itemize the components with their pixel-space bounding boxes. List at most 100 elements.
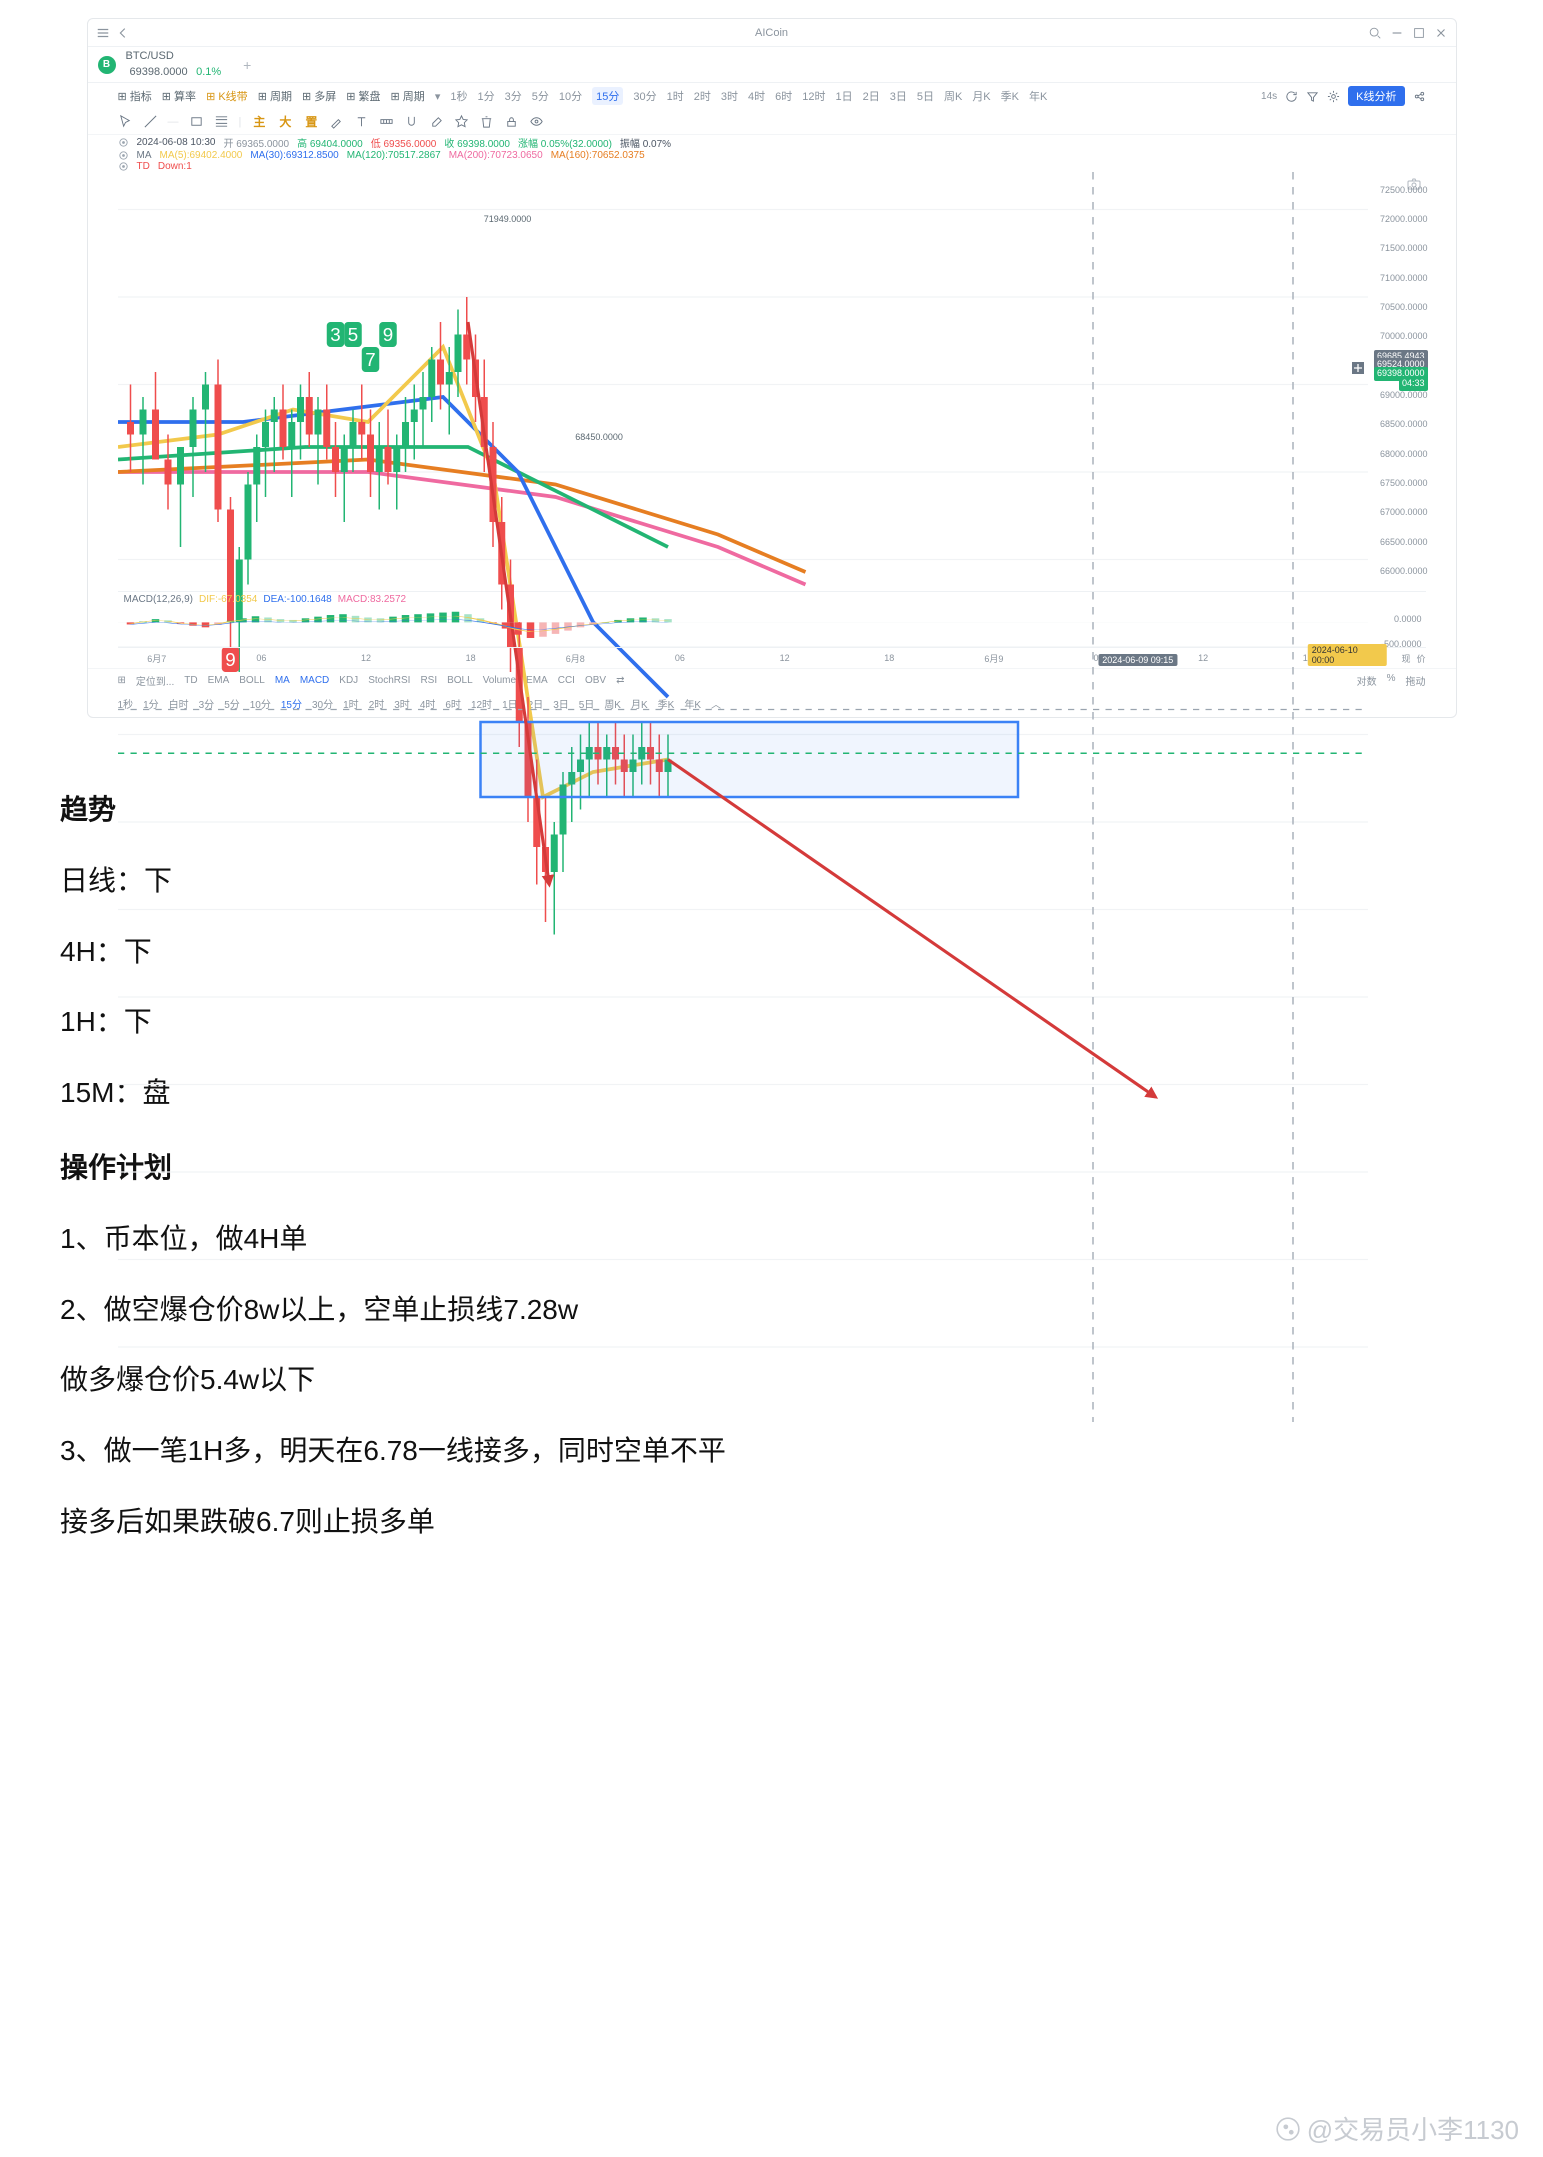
top-tab[interactable]: ⊞ 算率 <box>162 88 196 104</box>
timeframe-5分[interactable]: 5分 <box>532 88 549 104</box>
brush-icon[interactable] <box>329 114 344 129</box>
titlebar: AICoin <box>88 19 1456 47</box>
symbol-price: 69398.0000 <box>130 66 188 78</box>
svg-text:3: 3 <box>330 324 340 345</box>
top-tab[interactable]: ⊞ 指标 <box>118 88 152 104</box>
add-tab-icon[interactable]: + <box>243 57 251 73</box>
legend-open: 开 69365.0000 <box>223 135 289 150</box>
price-axis: 72500.000072000.000071500.000071000.0000… <box>1370 172 1428 591</box>
macd-dea: DEA:-100.1648 <box>263 594 331 605</box>
symbol-badge: B <box>98 56 116 74</box>
minimize-icon[interactable] <box>1390 26 1404 40</box>
top-tab[interactable]: ⊞ 周期 <box>391 88 425 104</box>
price-tick: 66000.0000 <box>1380 566 1428 576</box>
time-tick: 06 <box>256 653 266 663</box>
price-tick: 72000.0000 <box>1380 214 1428 224</box>
eye-icon[interactable] <box>118 137 129 148</box>
symbol-tabs: B BTC/USD 69398.0000 0.1% + <box>88 47 1456 83</box>
ind-opt[interactable]: 拖动 <box>1406 673 1426 688</box>
vline-label: 2024-06-09 09:15 <box>1098 654 1177 666</box>
ruler-icon[interactable] <box>379 114 394 129</box>
price-tick: 70000.0000 <box>1380 331 1428 341</box>
timeframe-4时[interactable]: 4时 <box>748 88 765 104</box>
top-tab[interactable]: ⊞ 繁盘 <box>346 88 380 104</box>
top-tab[interactable]: ⊞ 多屏 <box>302 88 336 104</box>
maximize-icon[interactable] <box>1412 26 1426 40</box>
price-tick: 70500.0000 <box>1380 302 1428 312</box>
legend-close: 收 69398.0000 <box>444 135 510 150</box>
low-label: 68450.0000 <box>575 432 623 442</box>
svg-text:7: 7 <box>365 349 375 370</box>
eye-icon[interactable] <box>118 161 129 172</box>
timeframe-1时[interactable]: 1时 <box>667 88 684 104</box>
zoom-big[interactable]: 大 <box>277 113 293 130</box>
add-line-icon[interactable] <box>1352 361 1364 379</box>
price-chart[interactable]: 93579 72500.000072000.000071500.00007100… <box>118 172 1426 592</box>
timeframe-6时[interactable]: 6时 <box>775 88 792 104</box>
star-icon[interactable] <box>454 114 469 129</box>
time-tick: 18 <box>466 653 476 663</box>
text-icon[interactable] <box>354 114 369 129</box>
eye-icon[interactable] <box>529 114 544 129</box>
zoom-reset[interactable]: 置 <box>303 113 319 130</box>
timeframe-5日[interactable]: 5日 <box>917 88 934 104</box>
price-tick: 72500.0000 <box>1380 185 1428 195</box>
analysis-button[interactable]: K线分析 <box>1348 86 1404 106</box>
menu-icon[interactable] <box>96 26 110 40</box>
ind-opt[interactable]: % <box>1387 673 1396 688</box>
rect-icon[interactable] <box>189 114 204 129</box>
lock-icon[interactable] <box>504 114 519 129</box>
window-title: AICoin <box>755 27 788 39</box>
eye-icon[interactable] <box>118 150 129 161</box>
td-name: TD <box>137 161 150 172</box>
close-icon[interactable] <box>1434 26 1448 40</box>
filter-icon[interactable] <box>1306 90 1319 103</box>
top-tab[interactable]: ⊞ 周期 <box>258 88 292 104</box>
eraser-icon[interactable] <box>429 114 444 129</box>
legend-high: 高 69404.0000 <box>297 135 363 150</box>
timeframe-10分[interactable]: 10分 <box>559 88 582 104</box>
ma200-label: MA(200):70723.0650 <box>449 150 543 161</box>
draw-toolbar: — | 主 大 置 <box>88 109 1456 135</box>
gear-icon[interactable] <box>1327 90 1340 103</box>
timeframe-季K[interactable]: 季K <box>1001 88 1019 104</box>
macd-panel[interactable]: MACD(12,26,9) DIF:-67.0354 DEA:-100.1648… <box>118 592 1426 648</box>
fib-icon[interactable] <box>214 114 229 129</box>
timeframe-年K[interactable]: 年K <box>1029 88 1047 104</box>
timeframe-月K[interactable]: 月K <box>972 88 990 104</box>
magnet-icon[interactable] <box>404 114 419 129</box>
timeframe-1分[interactable]: 1分 <box>477 88 494 104</box>
time-tick: 12 <box>361 653 371 663</box>
time-tick: 18 <box>884 653 894 663</box>
share-icon[interactable] <box>1413 90 1426 103</box>
trash-icon[interactable] <box>479 114 494 129</box>
timeframe-1日[interactable]: 1日 <box>835 88 852 104</box>
symbol-name[interactable]: BTC/USD <box>126 50 222 62</box>
timeframe-2日[interactable]: 2日 <box>863 88 880 104</box>
search-icon[interactable] <box>1368 26 1382 40</box>
timeframe-15分[interactable]: 15分 <box>592 87 623 105</box>
timeframe-周K[interactable]: 周K <box>944 88 962 104</box>
refresh-icon[interactable] <box>1285 90 1298 103</box>
timeframe-3分[interactable]: 3分 <box>505 88 522 104</box>
timeframe-3时[interactable]: 3时 <box>721 88 738 104</box>
timeframe-2时[interactable]: 2时 <box>694 88 711 104</box>
time-tick: 6月9 <box>984 652 1003 665</box>
td-val: Down:1 <box>158 161 192 172</box>
top-toolbar: ⊞ 指标⊞ 算率⊞ K线带⊞ 周期⊞ 多屏⊞ 繁盘⊞ 周期▾1秒1分3分5分10… <box>88 83 1456 109</box>
cursor-icon[interactable] <box>118 114 133 129</box>
zoom-main[interactable]: 主 <box>251 113 267 130</box>
timeframe-3日[interactable]: 3日 <box>890 88 907 104</box>
time-tick: 06 <box>675 653 685 663</box>
timeframe-12时[interactable]: 12时 <box>802 88 825 104</box>
top-tab[interactable]: ⊞ K线带 <box>206 88 248 104</box>
back-icon[interactable] <box>116 26 130 40</box>
price-now-tag: 04:33 <box>1399 377 1428 391</box>
price-tick: 68500.0000 <box>1380 419 1428 429</box>
line-icon[interactable] <box>143 114 158 129</box>
macd-dif: DIF:-67.0354 <box>199 594 257 605</box>
plan-3b: 接多后如果跌破6.7则止损多单 <box>60 1500 1483 1545</box>
timeframe-1秒[interactable]: 1秒 <box>450 88 467 104</box>
timeframe-30分[interactable]: 30分 <box>633 88 656 104</box>
chart-window: AICoin B BTC/USD 69398.0000 0.1% + ⊞ 指标 ⊞… <box>87 18 1457 718</box>
